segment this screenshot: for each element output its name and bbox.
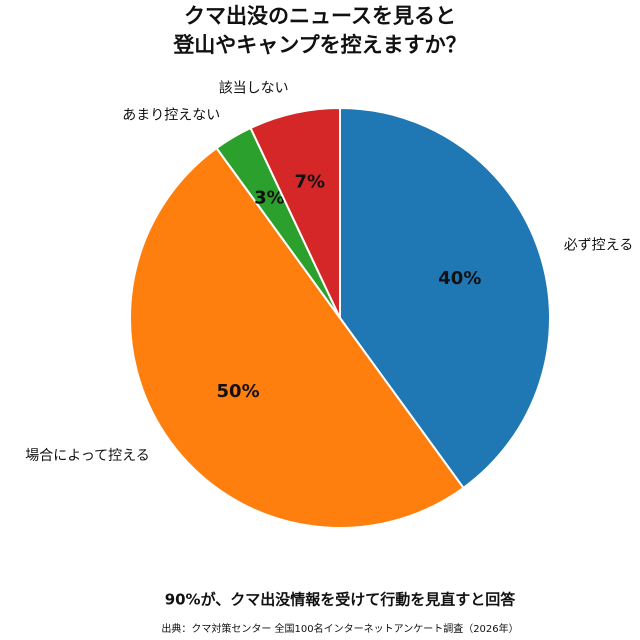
chart-title: クマ出没のニュースを見ると	[184, 4, 456, 28]
value-label: 50%	[217, 381, 260, 402]
value-label: 40%	[438, 268, 481, 289]
pie-slice	[339, 106, 551, 490]
source-note: 出典：クマ対策センター 全国100名インターネットアンケート調査（2026年）	[161, 622, 518, 635]
slice-label: 該当しない	[219, 80, 289, 96]
chart-title: 登山やキャンプを控えますか？	[172, 33, 466, 57]
value-label: 3%	[254, 188, 285, 209]
pie-slice	[129, 146, 465, 529]
pie-slice	[249, 106, 341, 319]
value-label: 7%	[294, 172, 325, 193]
slice-label: 場合によって控える	[25, 448, 149, 464]
chart-subtitle: 90%が、クマ出没情報を受けて行動を見直すと回答	[165, 591, 517, 609]
slice-label: 必ず控える	[564, 237, 634, 253]
slice-label: あまり控えない	[122, 108, 220, 124]
